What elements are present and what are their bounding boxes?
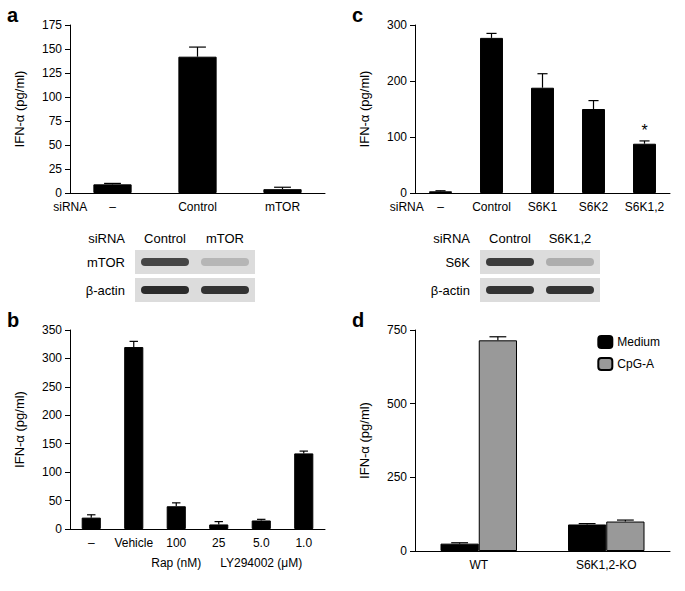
svg-text:100: 100 [42, 465, 62, 479]
svg-text:mTOR: mTOR [265, 200, 300, 214]
svg-text:150: 150 [42, 437, 62, 451]
svg-text:S6K1,2: S6K1,2 [549, 231, 592, 246]
svg-text:S6K1,2: S6K1,2 [625, 200, 665, 214]
svg-text:WT: WT [469, 558, 488, 572]
svg-text:150: 150 [42, 42, 62, 56]
svg-text:250: 250 [42, 380, 62, 394]
svg-text:IFN-α (pg/ml): IFN-α (pg/ml) [12, 391, 27, 468]
svg-text:–: – [88, 536, 95, 550]
svg-text:Vehicle: Vehicle [114, 536, 153, 550]
svg-text:mTOR: mTOR [206, 231, 244, 246]
svg-text:100: 100 [166, 536, 186, 550]
svg-text:S6K: S6K [445, 255, 470, 270]
svg-text:250: 250 [387, 470, 407, 484]
svg-text:–: – [437, 200, 444, 214]
svg-text:Control: Control [144, 231, 186, 246]
svg-text:50: 50 [49, 138, 63, 152]
svg-text:–: – [109, 200, 116, 214]
svg-text:LY294002 (μM): LY294002 (μM) [220, 556, 302, 570]
svg-text:1.0: 1.0 [295, 536, 312, 550]
svg-text:Control: Control [178, 200, 217, 214]
svg-text:75: 75 [49, 114, 63, 128]
svg-text:300: 300 [387, 18, 407, 32]
svg-text:Rap (nM): Rap (nM) [151, 556, 201, 570]
svg-text:siRNA: siRNA [433, 231, 470, 246]
svg-text:mTOR: mTOR [87, 255, 125, 270]
svg-text:750: 750 [387, 323, 407, 337]
svg-text:175: 175 [42, 18, 62, 32]
svg-text:IFN-α (pg/ml): IFN-α (pg/ml) [357, 402, 372, 479]
svg-text:0: 0 [400, 544, 407, 558]
svg-text:300: 300 [42, 351, 62, 365]
svg-text:S6K1: S6K1 [528, 200, 558, 214]
svg-text:S6K1,2-KO: S6K1,2-KO [576, 558, 637, 572]
svg-text:25: 25 [212, 536, 226, 550]
svg-text:Control: Control [489, 231, 531, 246]
svg-text:25: 25 [49, 162, 63, 176]
svg-text:siRNA: siRNA [53, 200, 87, 214]
svg-text:*: * [641, 122, 647, 139]
svg-text:100: 100 [42, 90, 62, 104]
svg-text:200: 200 [387, 74, 407, 88]
svg-text:β-actin: β-actin [431, 283, 470, 298]
svg-text:IFN-α (pg/ml): IFN-α (pg/ml) [12, 71, 27, 148]
svg-text:350: 350 [42, 323, 62, 337]
svg-text:CpG-A: CpG-A [617, 357, 654, 371]
svg-text:a: a [7, 4, 19, 26]
svg-text:200: 200 [42, 408, 62, 422]
svg-text:siRNA: siRNA [88, 231, 125, 246]
svg-text:500: 500 [387, 397, 407, 411]
svg-text:0: 0 [400, 186, 407, 200]
svg-text:Medium: Medium [617, 335, 660, 349]
svg-text:IFN-α (pg/ml): IFN-α (pg/ml) [357, 71, 372, 148]
svg-text:b: b [7, 309, 19, 331]
svg-text:0: 0 [55, 522, 62, 536]
svg-text:siRNA: siRNA [390, 200, 424, 214]
svg-text:c: c [352, 4, 363, 26]
svg-text:β-actin: β-actin [86, 283, 125, 298]
svg-text:50: 50 [49, 494, 63, 508]
svg-text:d: d [352, 309, 364, 331]
svg-text:0: 0 [55, 186, 62, 200]
svg-text:Control: Control [472, 200, 511, 214]
svg-text:125: 125 [42, 66, 62, 80]
svg-text:100: 100 [387, 130, 407, 144]
svg-text:5.0: 5.0 [253, 536, 270, 550]
svg-text:S6K2: S6K2 [579, 200, 609, 214]
